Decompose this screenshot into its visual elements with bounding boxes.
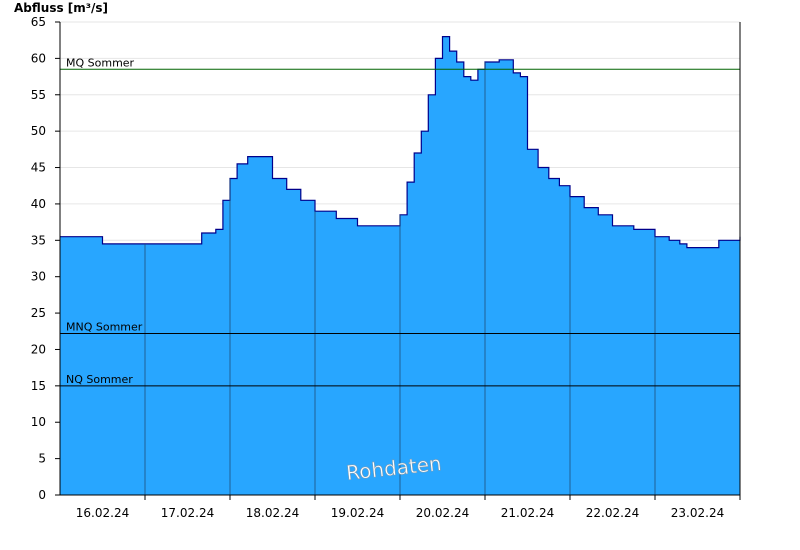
- reference-line-label: MQ Sommer: [66, 56, 135, 69]
- y-tick-label: 50: [31, 124, 46, 138]
- y-tick-label: 0: [38, 488, 46, 502]
- x-ticks: 16.02.24 17.02.24 18.02.24 19.02.24 20.02.24…: [76, 495, 741, 520]
- y-tick-label: 65: [31, 15, 46, 29]
- y-tick-label: 45: [31, 161, 46, 175]
- y-tick-label: 5: [38, 452, 46, 466]
- x-tick-label: 21.02.24: [501, 506, 554, 520]
- discharge-line: [60, 36, 741, 249]
- y-tick-label: 55: [31, 88, 46, 102]
- reference-line-label: MNQ Sommer: [66, 320, 143, 333]
- y-tick-label: 40: [31, 197, 46, 211]
- x-tick-label: 17.02.24: [161, 506, 214, 520]
- y-tick-label: 10: [31, 415, 46, 429]
- x-tick-label: 20.02.24: [416, 506, 469, 520]
- y-tick-label: 35: [31, 233, 46, 247]
- y-tick-label: 25: [31, 306, 46, 320]
- day-separators: [144, 62, 656, 495]
- x-tick-label: 23.02.24: [671, 506, 724, 520]
- x-tick-label: 22.02.24: [586, 506, 639, 520]
- y-tick-label: 30: [31, 270, 46, 284]
- x-tick-label: 18.02.24: [246, 506, 299, 520]
- y-tick-label: 15: [31, 379, 46, 393]
- y-tick-label: 20: [31, 342, 46, 356]
- x-tick-label: 16.02.24: [76, 506, 129, 520]
- x-tick-label: 19.02.24: [331, 506, 384, 520]
- reference-line-label: NQ Sommer: [66, 373, 133, 386]
- y-tick-label: 60: [31, 51, 46, 65]
- reference-lines: MQ Sommer MNQ Sommer NQ Sommer: [60, 56, 740, 387]
- y-ticks: 0 5 10 15 20 25 30 35 40 45 50 55 60 65: [31, 15, 60, 502]
- y-axis-title: Abfluss [m³/s]: [14, 1, 109, 15]
